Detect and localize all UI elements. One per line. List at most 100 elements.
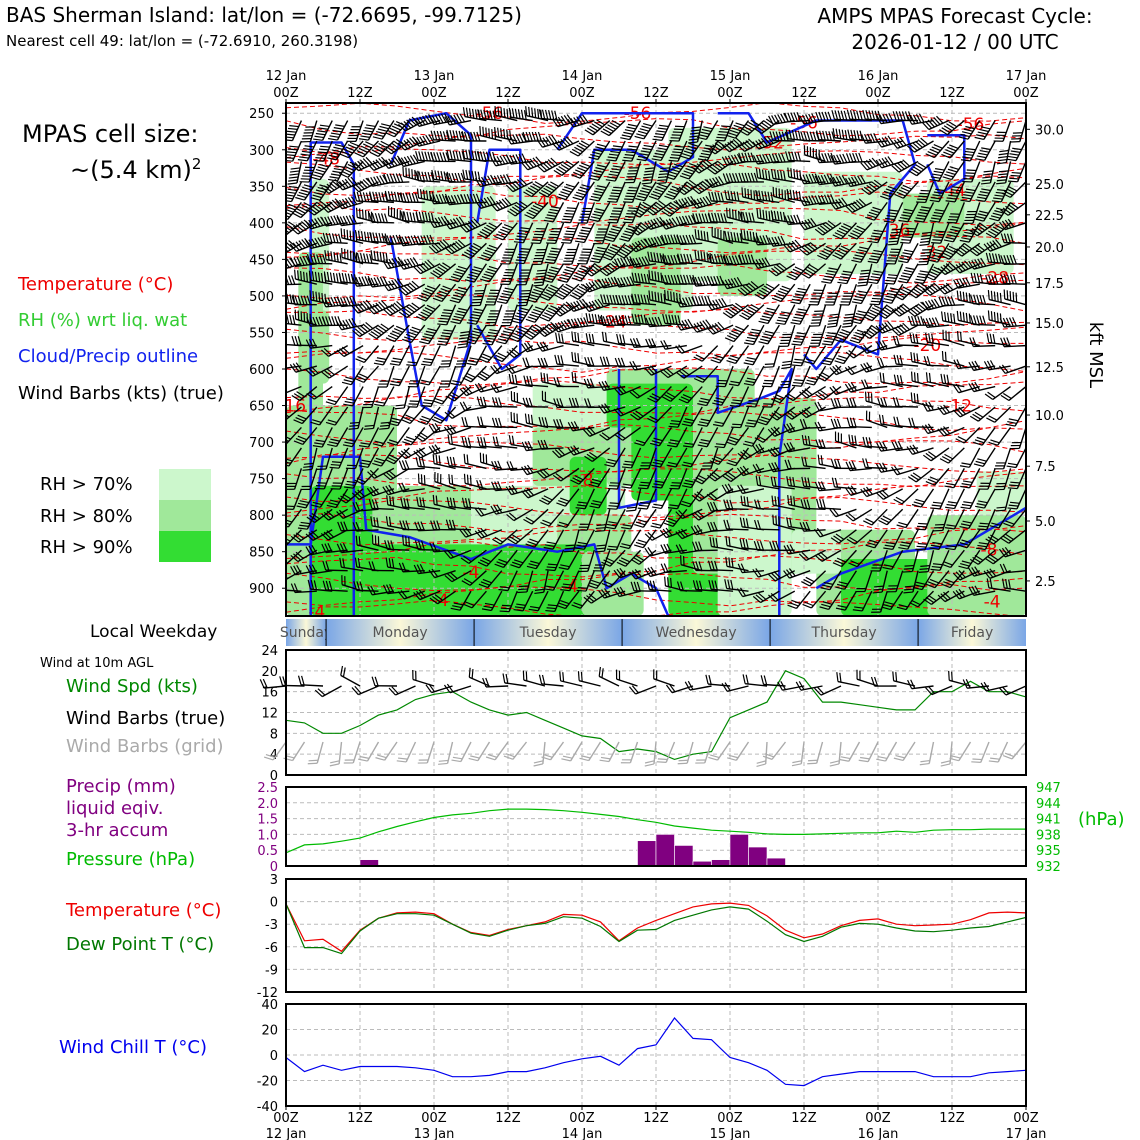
wind-barb-flag	[605, 356, 610, 367]
wind-barb-flag	[968, 361, 975, 371]
wind-barb-flag	[720, 213, 724, 223]
wind-barb	[677, 140, 688, 162]
wind-barb-flag	[929, 271, 939, 276]
wind-barb	[1004, 222, 1026, 231]
wind-barb-flag	[962, 234, 973, 238]
wind-barb	[897, 140, 919, 149]
wind-barb-flag	[598, 279, 604, 289]
wind-barb-flag	[452, 273, 463, 278]
wind-barb-flag	[781, 363, 792, 367]
wind-barb	[799, 283, 811, 304]
wind-barb-flag	[760, 338, 770, 342]
wind-barb-flag	[854, 227, 864, 233]
wind-barb-flag	[379, 175, 385, 185]
wind-barb-flag	[944, 311, 947, 322]
wind-barb-flag	[727, 190, 731, 200]
wind-barb-flag	[1013, 274, 1017, 285]
wind-barb	[757, 177, 780, 183]
wind-barb-flag	[787, 167, 790, 178]
wind-barb-flag	[730, 190, 734, 201]
wind-barb-flag	[657, 179, 667, 182]
wind-barb-flag	[779, 211, 783, 222]
wind-barb-flag	[765, 153, 771, 163]
wind-barb-flag	[705, 319, 712, 328]
wind-barb	[418, 242, 441, 246]
wind-barb-flag	[312, 316, 317, 327]
wind-barb-flag	[565, 266, 576, 270]
wind-barb-flag	[873, 249, 883, 253]
wind-barb-flag	[432, 297, 443, 302]
wind-barb-flag	[859, 246, 869, 250]
wind-barb-flag	[372, 232, 376, 242]
wind-barb	[479, 117, 502, 122]
dewpoint-label: Dew Point T (°C)	[66, 934, 215, 955]
wind-barb-flag	[321, 371, 330, 379]
wind-barb-flag	[829, 313, 840, 316]
wind-barb-flag	[934, 233, 945, 236]
wind-barb-flag	[531, 107, 534, 118]
wind-barb-flag	[421, 404, 432, 408]
wind-barb-flag	[363, 231, 367, 242]
wind-barb-flag	[321, 217, 327, 227]
wind-barb-flag	[711, 324, 720, 333]
wind-barb-flag	[929, 199, 940, 203]
wind-barb-flag	[557, 116, 565, 126]
wind-barb-flag	[859, 275, 869, 278]
wind-barb-flag	[702, 196, 709, 206]
wind-barb-flag	[590, 174, 601, 179]
wind-barb-flag	[520, 109, 524, 120]
wind-barb-flag	[497, 338, 508, 342]
wind-barb-flag	[451, 318, 462, 322]
wind-barb	[896, 363, 919, 367]
wind-barb-flag	[346, 398, 356, 402]
wind-barb-flag	[591, 334, 595, 344]
wind-barb-flag	[326, 183, 335, 191]
wind-barb-flag	[466, 372, 476, 379]
wind-barb-flag	[583, 317, 589, 327]
wind-barb	[784, 304, 796, 325]
wind-barb	[296, 161, 303, 184]
wind-barb-flag	[671, 217, 679, 226]
wind-barb-flag	[345, 146, 355, 152]
wind-barb-flag	[733, 191, 737, 201]
wind-barb-flag	[289, 125, 299, 128]
wind-barb-flag	[885, 113, 891, 123]
wind-barb-flag	[465, 107, 469, 118]
wind-barb	[961, 242, 981, 257]
wind-barb	[696, 237, 718, 244]
wind-barb-flag	[378, 301, 386, 310]
wind-barb-flag	[406, 211, 410, 222]
wind-barb-flag	[556, 377, 561, 387]
wind-barb-flag	[421, 151, 425, 161]
wind-barb	[789, 242, 811, 253]
wind-barb	[779, 386, 796, 404]
wind-barb-flag	[740, 287, 749, 295]
wind-barb-flag	[745, 359, 755, 363]
wind-barb-flag	[522, 357, 527, 367]
wind-barb-flag	[634, 293, 638, 304]
wind-barb-flag	[371, 212, 376, 223]
wind-barb-flag	[988, 252, 993, 263]
wind-barb	[297, 222, 318, 235]
wind-barb-flag	[802, 174, 808, 184]
wind-barb-flag	[488, 331, 498, 335]
wind-barb-flag	[985, 274, 990, 285]
wind-barb-flag	[716, 136, 726, 139]
wind-barb-flag	[820, 194, 826, 205]
wind-barb	[788, 197, 811, 204]
wind-barb	[470, 365, 487, 383]
wind-barb-flag	[584, 129, 594, 136]
wind-barb-flag	[473, 308, 484, 312]
wind-barb-flag	[506, 135, 512, 145]
wind-barb-flag	[728, 332, 739, 338]
wind-barb-flag	[632, 360, 638, 370]
wind-barb-flag	[699, 182, 708, 190]
wind-barb-flag	[614, 357, 620, 368]
wind-barb-flag	[611, 316, 617, 326]
wind-barb-flag	[931, 146, 941, 152]
wind-barb-flag	[985, 252, 990, 263]
wind-barb-flag	[627, 295, 632, 305]
wind-barb-flag	[791, 151, 795, 161]
wind-barb-flag	[493, 202, 501, 211]
wind-barb-flag	[850, 232, 860, 238]
